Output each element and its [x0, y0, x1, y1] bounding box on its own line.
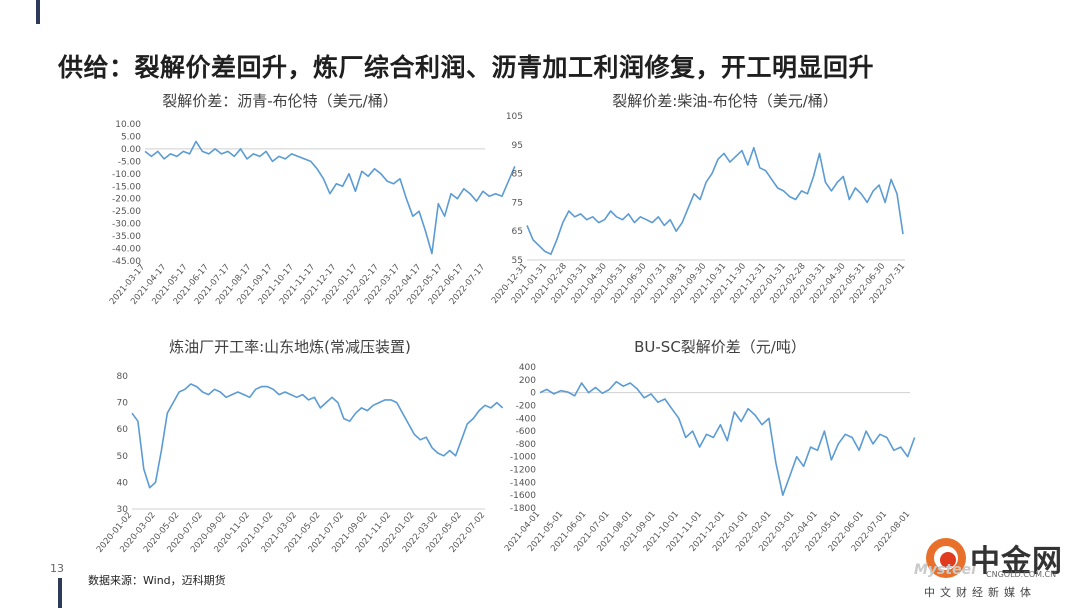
chart1-ytick-label: -5.00	[118, 157, 142, 167]
logo: Mysteel 中金网 CNGOLD.COM.CN 中文财经新媒体	[914, 534, 1074, 604]
chart1-ytick-label: -30.00	[112, 220, 141, 230]
chart-title-2: 裂解价差:柴油-布伦特（美元/桶）	[612, 92, 838, 110]
chart1-ytick-label: -45.00	[112, 257, 141, 267]
chart1-ytick-label: -10.00	[112, 170, 141, 180]
chart2-ytick-label: 95	[512, 141, 523, 151]
chart-title-3: 炼油厂开工率:山东地炼(常减压装置)	[169, 338, 411, 356]
chart3-ytick-label: 70	[117, 399, 129, 409]
chart4-ytick-label: 200	[519, 376, 536, 386]
chart3-series-line	[131, 383, 504, 489]
page-number: 13	[50, 562, 64, 575]
chart3-ytick-label: 50	[117, 452, 129, 462]
chart4-ytick-label: -1000	[510, 453, 536, 463]
chart4-ytick-label: -1200	[510, 466, 536, 476]
chart2-series-line	[526, 146, 904, 255]
chart3-ytick-label: 60	[117, 425, 129, 435]
chart4-ytick-label: -600	[516, 427, 537, 437]
chart1-ytick-label: 0.00	[121, 145, 141, 155]
chart2-ytick-label: 65	[512, 227, 523, 237]
logo-mark-icon	[926, 538, 966, 578]
chart1-ytick-label: -35.00	[112, 232, 141, 242]
chart3-ytick-label: 80	[117, 372, 129, 382]
chart4-ytick-label: -200	[516, 401, 537, 411]
logo-watermark: Mysteel	[914, 562, 976, 578]
chart4-ytick-label: 400	[519, 363, 536, 373]
chart4-ytick-label: -800	[516, 440, 537, 450]
page-title: 供给：裂解价差回升，炼厂综合利润、沥青加工利润修复，开工明显回升	[58, 53, 875, 82]
chart1-ytick-label: 5.00	[121, 132, 141, 142]
chart3-ytick-label: 30	[117, 505, 129, 515]
logo-name: 中金网	[970, 544, 1063, 579]
chart-title-4: BU-SC裂解价差（元/吨）	[634, 338, 806, 356]
chart-title-1: 裂解价差：沥青-布伦特（美元/桶）	[162, 92, 398, 110]
chart4-ytick-label: -1600	[510, 491, 536, 501]
accent-bar-top	[36, 0, 40, 24]
chart1-ytick-label: -15.00	[112, 182, 141, 192]
chart2-ytick-label: 85	[512, 170, 523, 180]
logo-domain: CNGOLD.COM.CN	[986, 570, 1057, 579]
chart1-ytick-label: -20.00	[112, 195, 141, 205]
chart4-ytick-label: -400	[516, 414, 537, 424]
chart2-ytick-label: 55	[512, 256, 523, 266]
chart1-ytick-label: -40.00	[112, 245, 141, 255]
chart2-ytick-label: 105	[506, 112, 523, 122]
chart1-ytick-label: -25.00	[112, 207, 141, 217]
logo-subtitle: 中文财经新媒体	[924, 586, 1036, 599]
chart1-series-line	[144, 140, 516, 255]
chart3-ytick-label: 40	[117, 478, 129, 488]
chart1-ytick-label: 10.00	[115, 120, 141, 130]
chart2-ytick-label: 75	[512, 198, 523, 208]
chart4-series-line	[539, 380, 916, 497]
data-source-note: 数据来源：Wind，迈科期货	[88, 574, 226, 587]
accent-bar-bottom	[58, 578, 62, 608]
chart4-ytick-label: 0	[530, 389, 536, 399]
chart4-ytick-label: -1800	[510, 504, 536, 514]
chart4-ytick-label: -1400	[510, 478, 536, 488]
